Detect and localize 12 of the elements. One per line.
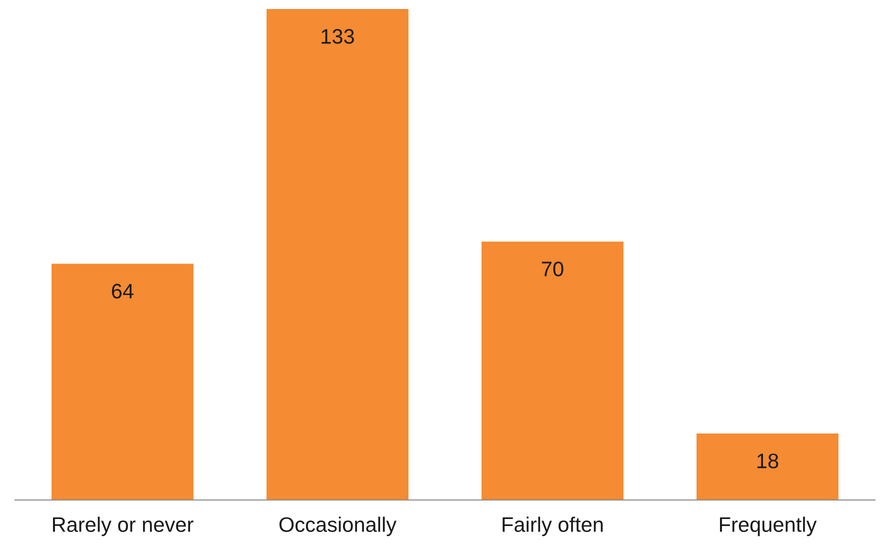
bar — [52, 264, 194, 500]
bar — [696, 434, 838, 500]
x-tick-label: Rarely or never — [53, 516, 194, 536]
bar — [482, 242, 624, 500]
data-label: 133 — [322, 29, 354, 44]
x-tick-label: Occasionally — [279, 516, 397, 536]
x-tick-label: Fairly often — [502, 516, 603, 536]
data-label: 18 — [758, 454, 778, 468]
data-label: 70 — [542, 262, 564, 276]
x-tick-label: Frequently — [720, 516, 817, 536]
data-label: 64 — [112, 284, 134, 298]
bar — [266, 9, 408, 500]
